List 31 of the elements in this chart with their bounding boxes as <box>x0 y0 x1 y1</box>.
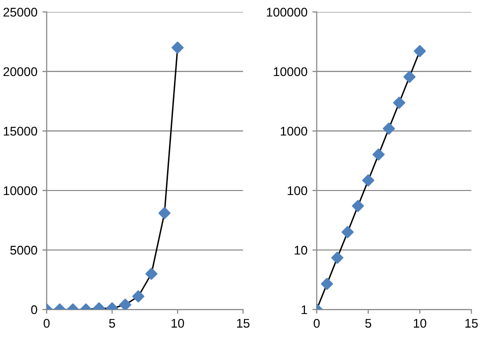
y-tick-label: 25000 <box>3 8 38 17</box>
x-tick-label: 10 <box>414 318 426 328</box>
point <box>403 70 416 83</box>
point <box>372 148 385 161</box>
point <box>382 122 395 135</box>
point <box>414 44 426 58</box>
point <box>320 278 334 290</box>
x-tick-label: 5 <box>109 318 116 328</box>
y-tick-label: 15000 <box>4 126 38 136</box>
y-tick-label: 5000 <box>10 246 38 255</box>
y-tick-label: 10000 <box>274 67 308 76</box>
x-tick-label: 10 <box>172 318 184 328</box>
y-tick-label: 1 <box>302 305 308 314</box>
y-tick-label: 0 <box>31 305 38 314</box>
x-tick-label: 0 <box>44 318 50 328</box>
y-tick-label: 10000 <box>4 186 38 196</box>
y-tick-label: 10 <box>294 246 308 255</box>
point <box>342 226 354 238</box>
x-tick-label: 15 <box>465 318 478 328</box>
x-tick-label: 15 <box>237 318 250 328</box>
y-tick-label: 100 <box>288 186 308 196</box>
point <box>352 200 364 212</box>
y-tick-label: 100000 <box>266 8 308 17</box>
y-tick-label: 20000 <box>3 67 38 76</box>
point <box>172 42 184 54</box>
point <box>393 96 406 109</box>
x-tick-label: 5 <box>365 318 372 328</box>
x-tick-label: 0 <box>314 318 320 328</box>
point <box>362 174 374 186</box>
point <box>331 252 344 264</box>
y-tick-label: 1000 <box>280 126 308 136</box>
